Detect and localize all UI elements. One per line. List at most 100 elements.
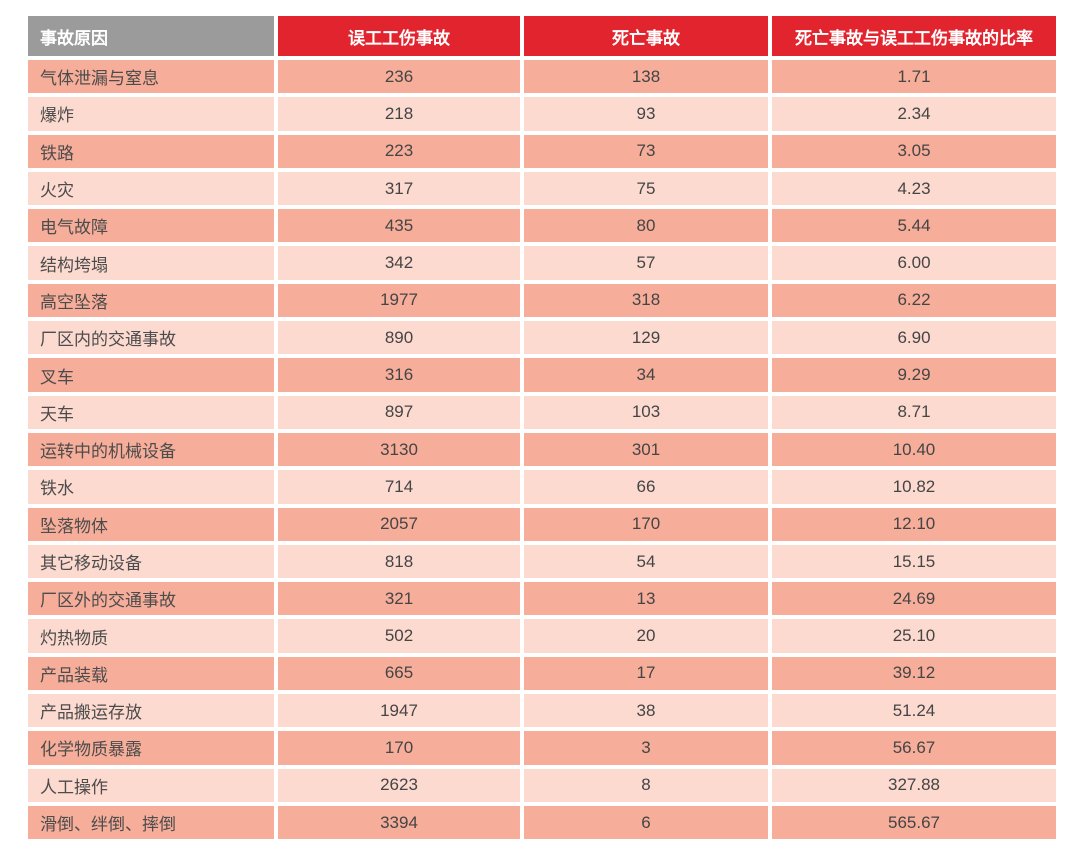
cause-cell: 气体泄漏与窒息 bbox=[24, 55, 278, 98]
cause-cell: 其它移动设备 bbox=[24, 540, 278, 583]
table-row: 铁水 714 66 10.82 bbox=[24, 466, 1060, 508]
fatal-accidents-cell: 6 bbox=[520, 801, 772, 844]
lost-time-injuries-cell: 2623 bbox=[274, 764, 524, 806]
lost-time-injuries-cell: 170 bbox=[274, 727, 524, 769]
lost-time-injuries-cell: 218 bbox=[274, 93, 524, 135]
lost-time-injuries-cell: 2057 bbox=[274, 503, 524, 545]
cause-cell: 产品搬运存放 bbox=[24, 690, 278, 732]
cause-cell: 叉车 bbox=[24, 354, 278, 396]
ratio-cell: 9.29 bbox=[768, 354, 1060, 396]
table-row: 电气故障 435 80 5.44 bbox=[24, 205, 1060, 247]
ratio-cell: 56.67 bbox=[768, 727, 1060, 769]
lost-time-injuries-cell: 435 bbox=[274, 205, 524, 247]
fatal-accidents-cell: 318 bbox=[520, 279, 772, 322]
table-row: 滑倒、绊倒、摔倒 3394 6 565.67 bbox=[24, 801, 1060, 844]
header-accident-cause: 事故原因 bbox=[24, 12, 278, 60]
ratio-cell: 51.24 bbox=[768, 690, 1060, 732]
fatal-accidents-cell: 66 bbox=[520, 466, 772, 508]
table-body: 气体泄漏与窒息 236 138 1.71 爆炸 218 93 2.34 铁路 223 73 3.05 火… bbox=[24, 55, 1060, 844]
cause-cell: 爆炸 bbox=[24, 93, 278, 135]
fatal-accidents-cell: 34 bbox=[520, 354, 772, 396]
cause-cell: 天车 bbox=[24, 391, 278, 433]
lost-time-injuries-cell: 316 bbox=[274, 354, 524, 396]
fatal-accidents-cell: 170 bbox=[520, 503, 772, 545]
ratio-cell: 39.12 bbox=[768, 652, 1060, 695]
table-row: 其它移动设备 818 54 15.15 bbox=[24, 540, 1060, 583]
table-row: 人工操作 2623 8 327.88 bbox=[24, 764, 1060, 806]
table-row: 灼热物质 502 20 25.10 bbox=[24, 615, 1060, 657]
lost-time-injuries-cell: 1977 bbox=[274, 279, 524, 322]
cause-cell: 厂区外的交通事故 bbox=[24, 578, 278, 620]
lost-time-injuries-cell: 1947 bbox=[274, 690, 524, 732]
fatal-accidents-cell: 138 bbox=[520, 55, 772, 98]
table-row: 厂区内的交通事故 890 129 6.90 bbox=[24, 317, 1060, 359]
fatal-accidents-cell: 54 bbox=[520, 540, 772, 583]
fatal-accidents-cell: 3 bbox=[520, 727, 772, 769]
ratio-cell: 3.05 bbox=[768, 130, 1060, 172]
cause-cell: 铁路 bbox=[24, 130, 278, 172]
fatal-accidents-cell: 103 bbox=[520, 391, 772, 433]
cause-cell: 滑倒、绊倒、摔倒 bbox=[24, 801, 278, 844]
cause-cell: 电气故障 bbox=[24, 205, 278, 247]
fatal-accidents-cell: 73 bbox=[520, 130, 772, 172]
ratio-cell: 6.00 bbox=[768, 242, 1060, 284]
cause-cell: 铁水 bbox=[24, 466, 278, 508]
fatal-accidents-cell: 17 bbox=[520, 652, 772, 695]
accident-statistics-table: 事故原因 误工工伤事故 死亡事故 死亡事故与误工工伤事故的比率 气体泄漏与窒息 2… bbox=[24, 12, 1060, 844]
cause-cell: 高空坠落 bbox=[24, 279, 278, 322]
ratio-cell: 25.10 bbox=[768, 615, 1060, 657]
fatal-accidents-cell: 75 bbox=[520, 167, 772, 210]
lost-time-injuries-cell: 714 bbox=[274, 466, 524, 508]
table-row: 运转中的机械设备 3130 301 10.40 bbox=[24, 428, 1060, 471]
ratio-cell: 327.88 bbox=[768, 764, 1060, 806]
ratio-cell: 6.90 bbox=[768, 317, 1060, 359]
fatal-accidents-cell: 38 bbox=[520, 690, 772, 732]
ratio-cell: 6.22 bbox=[768, 279, 1060, 322]
table-row: 气体泄漏与窒息 236 138 1.71 bbox=[24, 55, 1060, 98]
lost-time-injuries-cell: 236 bbox=[274, 55, 524, 98]
fatal-accidents-cell: 80 bbox=[520, 205, 772, 247]
header-fatal-to-lost-time-ratio: 死亡事故与误工工伤事故的比率 bbox=[768, 12, 1060, 60]
lost-time-injuries-cell: 317 bbox=[274, 167, 524, 210]
header-row: 事故原因 误工工伤事故 死亡事故 死亡事故与误工工伤事故的比率 bbox=[24, 12, 1060, 60]
table-row: 厂区外的交通事故 321 13 24.69 bbox=[24, 578, 1060, 620]
lost-time-injuries-cell: 502 bbox=[274, 615, 524, 657]
lost-time-injuries-cell: 342 bbox=[274, 242, 524, 284]
fatal-accidents-cell: 57 bbox=[520, 242, 772, 284]
lost-time-injuries-cell: 818 bbox=[274, 540, 524, 583]
table-row: 产品搬运存放 1947 38 51.24 bbox=[24, 690, 1060, 732]
table-row: 火灾 317 75 4.23 bbox=[24, 167, 1060, 210]
cause-cell: 火灾 bbox=[24, 167, 278, 210]
ratio-cell: 5.44 bbox=[768, 205, 1060, 247]
accident-statistics-page: 事故原因 误工工伤事故 死亡事故 死亡事故与误工工伤事故的比率 气体泄漏与窒息 2… bbox=[24, 12, 1060, 844]
ratio-cell: 4.23 bbox=[768, 167, 1060, 210]
table-row: 天车 897 103 8.71 bbox=[24, 391, 1060, 433]
ratio-cell: 565.67 bbox=[768, 801, 1060, 844]
lost-time-injuries-cell: 223 bbox=[274, 130, 524, 172]
ratio-cell: 8.71 bbox=[768, 391, 1060, 433]
cause-cell: 厂区内的交通事故 bbox=[24, 317, 278, 359]
lost-time-injuries-cell: 3130 bbox=[274, 428, 524, 471]
fatal-accidents-cell: 20 bbox=[520, 615, 772, 657]
ratio-cell: 10.82 bbox=[768, 466, 1060, 508]
table-row: 爆炸 218 93 2.34 bbox=[24, 93, 1060, 135]
table-row: 产品装载 665 17 39.12 bbox=[24, 652, 1060, 695]
cause-cell: 灼热物质 bbox=[24, 615, 278, 657]
cause-cell: 产品装载 bbox=[24, 652, 278, 695]
table-row: 高空坠落 1977 318 6.22 bbox=[24, 279, 1060, 322]
lost-time-injuries-cell: 3394 bbox=[274, 801, 524, 844]
ratio-cell: 12.10 bbox=[768, 503, 1060, 545]
fatal-accidents-cell: 8 bbox=[520, 764, 772, 806]
table-row: 叉车 316 34 9.29 bbox=[24, 354, 1060, 396]
cause-cell: 坠落物体 bbox=[24, 503, 278, 545]
ratio-cell: 15.15 bbox=[768, 540, 1060, 583]
header-lost-time-injuries: 误工工伤事故 bbox=[274, 12, 524, 60]
fatal-accidents-cell: 129 bbox=[520, 317, 772, 359]
ratio-cell: 10.40 bbox=[768, 428, 1060, 471]
table-row: 坠落物体 2057 170 12.10 bbox=[24, 503, 1060, 545]
cause-cell: 人工操作 bbox=[24, 764, 278, 806]
fatal-accidents-cell: 13 bbox=[520, 578, 772, 620]
cause-cell: 运转中的机械设备 bbox=[24, 428, 278, 471]
lost-time-injuries-cell: 897 bbox=[274, 391, 524, 433]
cause-cell: 化学物质暴露 bbox=[24, 727, 278, 769]
